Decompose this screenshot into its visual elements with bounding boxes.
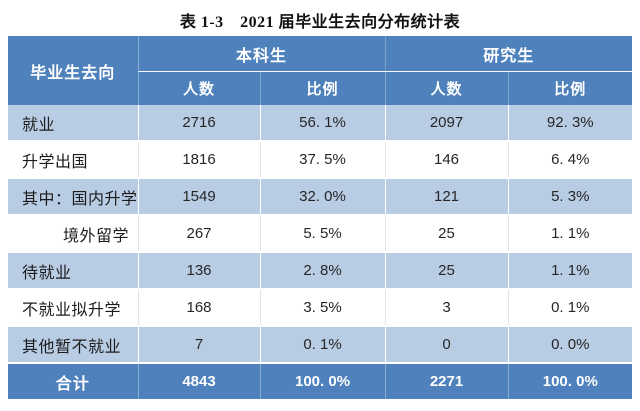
subheader-pg-ratio: 比例 <box>508 71 633 105</box>
header-group-row: 毕业生去向 本科生 研究生 <box>8 36 633 105</box>
cell-pg-count: 146 <box>385 141 509 179</box>
cell-pg-ratio: 92. 3% <box>508 105 633 142</box>
table-row-employment: 就业 2716 56. 1% 2097 92. 3% <box>8 105 633 142</box>
cell-ug-ratio: 3. 5% <box>260 289 386 327</box>
table-body: 就业 2716 56. 1% 2097 92. 3% 升学出国 1816 37.… <box>8 105 633 399</box>
cell-ug-count: 136 <box>138 252 261 290</box>
row-label: 不就业拟升学 <box>8 289 139 327</box>
table-row-not-employed-planning-study: 不就业拟升学 168 3. 5% 3 0. 1% <box>8 289 633 327</box>
cell-pg-count-total: 2271 <box>385 363 509 399</box>
cell-pg-ratio: 0. 1% <box>508 289 633 327</box>
table-row-other-not-employed: 其他暂不就业 7 0. 1% 0 0. 0% <box>8 326 633 364</box>
cell-ug-ratio: 5. 5% <box>260 215 386 253</box>
cell-ug-count: 1549 <box>138 178 261 216</box>
table-row-domestic-study: 其中：国内升学 1549 32. 0% 121 5. 3% <box>8 178 633 216</box>
row-label: 待就业 <box>8 252 139 290</box>
subheader-ug-count: 人数 <box>138 71 261 105</box>
cell-ug-count: 1816 <box>138 141 261 179</box>
row-label: 境外留学 <box>8 215 139 253</box>
cell-ug-ratio: 37. 5% <box>260 141 386 179</box>
table-row-overseas-study: 境外留学 267 5. 5% 25 1. 1% <box>8 215 633 253</box>
cell-pg-ratio: 0. 0% <box>508 326 633 364</box>
total-label: 合计 <box>8 363 139 399</box>
header-undergraduate-group: 本科生 <box>138 36 386 72</box>
row-label: 升学出国 <box>8 141 139 179</box>
cell-pg-count: 2097 <box>385 105 509 142</box>
cell-pg-ratio: 5. 3% <box>508 178 633 216</box>
subheader-pg-count: 人数 <box>385 71 509 105</box>
cell-ug-ratio: 56. 1% <box>260 105 386 142</box>
table-row-awaiting-employment: 待就业 136 2. 8% 25 1. 1% <box>8 252 633 290</box>
row-label: 其中：国内升学 <box>8 178 139 216</box>
cell-pg-count: 0 <box>385 326 509 364</box>
cell-ug-count: 267 <box>138 215 261 253</box>
cell-pg-ratio: 1. 1% <box>508 252 633 290</box>
header-postgraduate-group: 研究生 <box>385 36 633 72</box>
cell-pg-ratio: 1. 1% <box>508 215 633 253</box>
header-sub-row: 人数 比例 人数 比例 <box>8 71 633 105</box>
cell-pg-count: 3 <box>385 289 509 327</box>
cell-pg-count: 25 <box>385 252 509 290</box>
subheader-ug-ratio: 比例 <box>260 71 386 105</box>
cell-ug-count-total: 4843 <box>138 363 261 399</box>
table-row-total: 合计 4843 100. 0% 2271 100. 0% <box>8 363 633 399</box>
header-destination: 毕业生去向 <box>8 36 139 105</box>
cell-ug-ratio: 0. 1% <box>260 326 386 364</box>
cell-ug-count: 168 <box>138 289 261 327</box>
graduates-destination-table: 毕业生去向 本科生 研究生 人数 比例 人数 比例 就业 2716 56. 1%… <box>8 36 633 399</box>
cell-pg-ratio-total: 100. 0% <box>508 363 633 399</box>
table-header: 毕业生去向 本科生 研究生 人数 比例 人数 比例 <box>8 36 633 105</box>
table-row-further-study-abroad: 升学出国 1816 37. 5% 146 6. 4% <box>8 141 633 179</box>
row-label: 其他暂不就业 <box>8 326 139 364</box>
row-label: 就业 <box>8 105 139 142</box>
cell-pg-count: 121 <box>385 178 509 216</box>
table-title: 表 1-3 2021 届毕业生去向分布统计表 <box>179 14 461 31</box>
cell-pg-count: 25 <box>385 215 509 253</box>
cell-ug-count: 2716 <box>138 105 261 142</box>
cell-pg-ratio: 6. 4% <box>508 141 633 179</box>
cell-ug-ratio: 2. 8% <box>260 252 386 290</box>
cell-ug-ratio: 32. 0% <box>260 178 386 216</box>
cell-ug-count: 7 <box>138 326 261 364</box>
cell-ug-ratio-total: 100. 0% <box>260 363 386 399</box>
